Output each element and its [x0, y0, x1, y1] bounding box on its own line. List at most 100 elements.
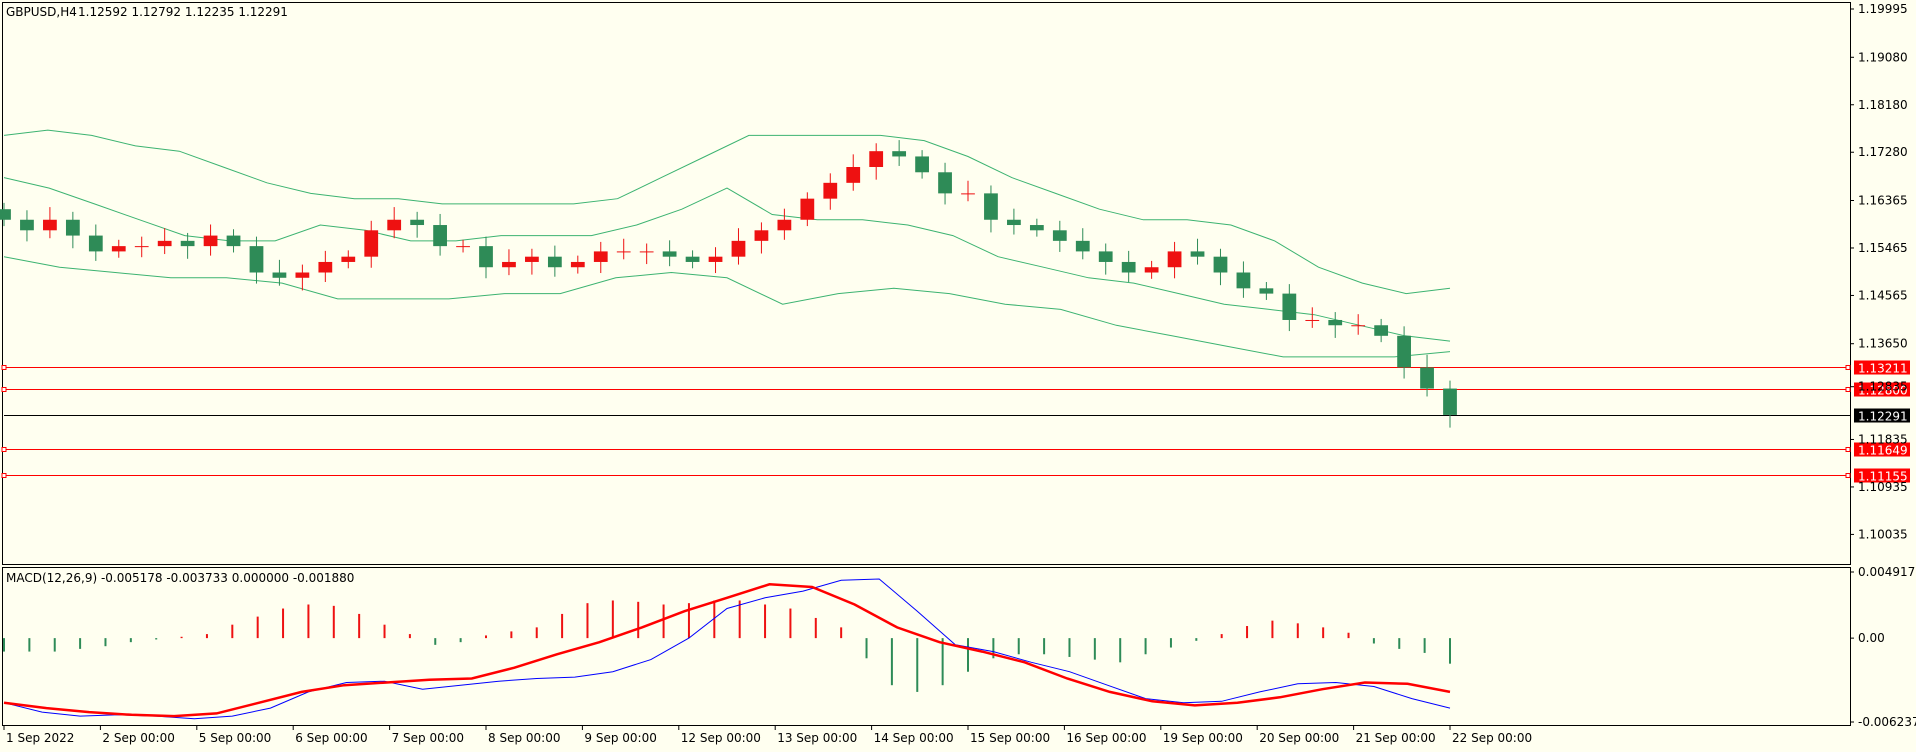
- bollinger-lower-line: [3, 256, 1451, 358]
- time-tick-label: 14 Sep 00:00: [874, 731, 954, 745]
- price-tick-label: 1.10035: [1858, 527, 1908, 541]
- candle-body: [226, 235, 241, 247]
- time-tick-label: 20 Sep 00:00: [1259, 731, 1339, 745]
- macd-indicator: [3, 578, 1451, 720]
- candle-body: [20, 219, 34, 231]
- candle-body: [364, 230, 379, 257]
- candle-body: [0, 209, 11, 220]
- macd-axis: 0.004917 0.00 -0.006237: [1850, 565, 1916, 729]
- candle-body: [777, 219, 792, 231]
- candle-body: [547, 256, 562, 268]
- horizontal-levels[interactable]: 1.13211 1.12800 1.11649 1.11155 1.12291: [1, 360, 1910, 484]
- time-tick-label: 21 Sep 00:00: [1356, 731, 1436, 745]
- time-tick-label: 16 Sep 00:00: [1066, 731, 1146, 745]
- level-handle-left: [1, 365, 7, 370]
- candle-body: [1351, 325, 1366, 327]
- level-label: 1.12800: [1858, 384, 1908, 398]
- candle-body: [1098, 251, 1113, 262]
- candle-body: [295, 272, 310, 278]
- level-label: 1.11155: [1858, 470, 1908, 484]
- level-handle-right: [1845, 387, 1851, 392]
- price-tick-label: 1.16365: [1858, 193, 1908, 207]
- candle-body: [134, 246, 149, 248]
- candle-body: [892, 151, 907, 157]
- time-tick-label: 9 Sep 00:00: [584, 731, 656, 745]
- candle-body: [65, 219, 80, 236]
- macd-label: MACD(12,26,9) -0.005178 -0.003733 0.0000…: [6, 571, 354, 585]
- level-handle-right: [1845, 365, 1851, 370]
- candle-body: [1144, 267, 1159, 273]
- candle-body: [616, 251, 631, 253]
- candlesticks: [0, 140, 1457, 428]
- candle-body: [662, 251, 677, 257]
- candle-body: [502, 261, 516, 268]
- candle-body: [754, 230, 769, 241]
- time-axis: 1 Sep 2022 2 Sep 00:00 5 Sep 00:00 6 Sep 00…: [3, 726, 1532, 745]
- time-tick-label: 15 Sep 00:00: [970, 731, 1050, 745]
- candle-body: [1075, 240, 1090, 252]
- candle-body: [180, 240, 195, 247]
- macd-line: [3, 578, 1451, 720]
- candle-body: [341, 256, 356, 262]
- candle-body: [203, 235, 218, 247]
- candle-body: [1052, 230, 1067, 241]
- candle-body: [1259, 288, 1274, 294]
- candle-body: [869, 151, 884, 168]
- candle-body: [387, 219, 402, 231]
- price-tick-label: 1.19995: [1858, 2, 1908, 16]
- candle-body: [915, 156, 929, 173]
- level-label: 1.13211: [1858, 362, 1908, 376]
- level-label-bg: [1854, 360, 1910, 375]
- level-label: 1.11649: [1858, 444, 1908, 458]
- signal-line: [3, 583, 1451, 718]
- candle-body: [570, 261, 585, 268]
- candle-body: [846, 167, 861, 183]
- price-tick-label: 1.17280: [1858, 145, 1908, 159]
- candle-body: [984, 193, 998, 220]
- price-tick-label: 1.12835: [1858, 380, 1908, 394]
- price-tick-label: 1.11835: [1858, 432, 1908, 446]
- level-label-bg: [1854, 468, 1910, 483]
- candle-body: [456, 246, 470, 248]
- candle-body: [1420, 367, 1434, 389]
- time-tick-label: 22 Sep 00:00: [1452, 731, 1532, 745]
- time-tick-label: 19 Sep 00:00: [1163, 731, 1243, 745]
- price-tick-label: 1.18180: [1858, 98, 1908, 112]
- candle-body: [410, 219, 425, 226]
- candle-body: [1029, 225, 1044, 231]
- level-handle-left: [1, 447, 7, 452]
- macd-tick-label: 0.004917: [1858, 565, 1915, 579]
- candle-body: [1121, 261, 1136, 273]
- candle-body: [1236, 272, 1251, 289]
- candle-body: [525, 256, 539, 262]
- macd-pane-frame: [2, 567, 1851, 726]
- bollinger-middle-line: [3, 177, 1451, 342]
- time-tick-label: 2 Sep 00:00: [102, 731, 174, 745]
- candle-body: [1190, 251, 1205, 257]
- time-tick-label: 1 Sep 2022: [6, 731, 74, 745]
- level-label-bg: [1854, 442, 1910, 457]
- candle-body: [318, 261, 333, 273]
- candle-body: [272, 272, 287, 278]
- candle-body: [88, 235, 103, 252]
- time-tick-label: 5 Sep 00:00: [199, 731, 271, 745]
- price-tick-label: 1.14565: [1858, 288, 1908, 302]
- candle-body: [1397, 335, 1411, 368]
- candle-body: [479, 246, 493, 268]
- candle-body: [731, 240, 746, 257]
- level-handle-left: [1, 473, 7, 478]
- time-tick-label: 12 Sep 00:00: [681, 731, 761, 745]
- ohlc-readout: 1.12592 1.12792 1.12235 1.12291: [78, 5, 288, 19]
- candle-body: [1282, 293, 1297, 320]
- price-tick-label: 1.19080: [1858, 50, 1908, 64]
- time-tick-label: 7 Sep 00:00: [392, 731, 464, 745]
- bollinger-upper-line: [3, 129, 1451, 295]
- level-handle-right: [1845, 447, 1851, 452]
- candle-body: [823, 182, 838, 199]
- candle-body: [1007, 219, 1021, 226]
- candle-body: [685, 256, 700, 262]
- candle-body: [249, 246, 264, 273]
- time-tick-label: 6 Sep 00:00: [295, 731, 367, 745]
